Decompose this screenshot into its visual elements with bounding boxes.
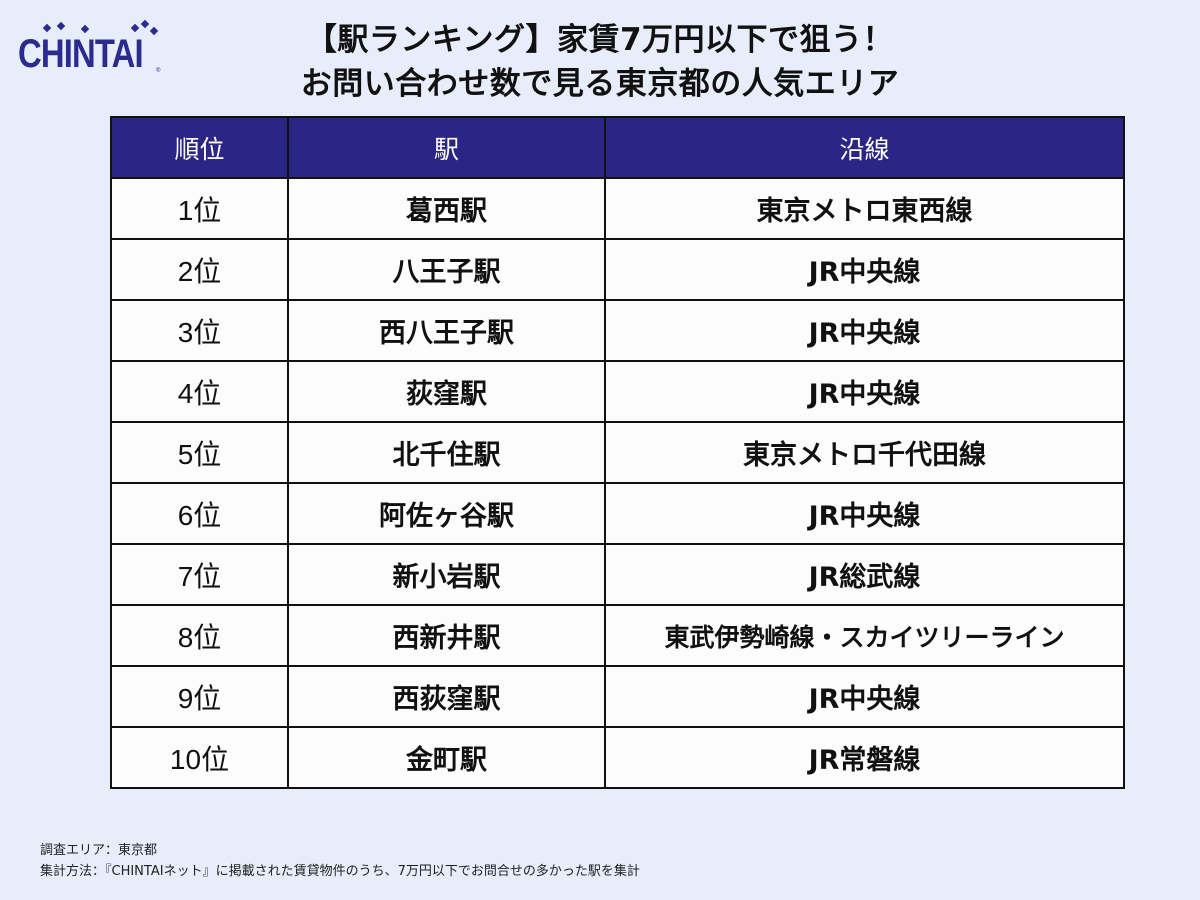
logo-dot-icon	[149, 26, 159, 36]
line-cell: JR中央線	[604, 360, 1125, 423]
table-row: 8位 西新井駅 東武伊勢崎線・スカイツリーライン	[110, 604, 1125, 667]
station-cell: 金町駅	[287, 726, 606, 789]
rank-cell: 7位	[110, 543, 289, 606]
station-cell: 荻窪駅	[287, 360, 606, 423]
method-note: 集計方法：『CHINTAIネット』に掲載された賃貸物件のうち、7万円以下でお問合…	[40, 864, 640, 879]
station-cell: 西荻窪駅	[287, 665, 606, 728]
station-cell: 西新井駅	[287, 604, 606, 667]
station-cell: 葛西駅	[287, 177, 606, 240]
column-header-rank: 順位	[110, 116, 289, 179]
station-cell: 阿佐ヶ谷駅	[287, 482, 606, 545]
rank-cell: 6位	[110, 482, 289, 545]
table-row: 3位 西八王子駅 JR中央線	[110, 299, 1125, 362]
column-header-line: 沿線	[604, 116, 1125, 179]
column-header-station: 駅	[287, 116, 606, 179]
rank-cell: 2位	[110, 238, 289, 301]
page-title: 【駅ランキング】家賃7万円以下で狙う！ お問い合わせ数で見る東京都の人気エリア	[200, 18, 1000, 106]
line-cell: JR中央線	[604, 299, 1125, 362]
line-cell: JR常磐線	[604, 726, 1125, 789]
line-cell: JR総武線	[604, 543, 1125, 606]
table-row: 6位 阿佐ヶ谷駅 JR中央線	[110, 482, 1125, 545]
rank-cell: 4位	[110, 360, 289, 423]
line-cell: 東武伊勢崎線・スカイツリーライン	[604, 604, 1125, 667]
rank-cell: 3位	[110, 299, 289, 362]
registered-mark: ®	[156, 68, 161, 74]
footnotes: 調査エリア：東京都 集計方法：『CHINTAIネット』に掲載された賃貸物件のうち…	[40, 840, 640, 882]
rank-cell: 10位	[110, 726, 289, 789]
table-row: 4位 荻窪駅 JR中央線	[110, 360, 1125, 423]
survey-area-note: 調査エリア：東京都	[40, 843, 158, 858]
table-row: 7位 新小岩駅 JR総武線	[110, 543, 1125, 606]
title-line-2: お問い合わせ数で見る東京都の人気エリア	[300, 66, 900, 102]
station-cell: 西八王子駅	[287, 299, 606, 362]
rank-cell: 5位	[110, 421, 289, 484]
station-cell: 新小岩駅	[287, 543, 606, 606]
table-row: 5位 北千住駅 東京メトロ千代田線	[110, 421, 1125, 484]
logo-dot-icon	[56, 21, 66, 31]
line-cell: JR中央線	[604, 238, 1125, 301]
line-cell: JR中央線	[604, 482, 1125, 545]
logo-text: CHINTAI	[18, 32, 144, 76]
chintai-logo: CHINTAI ®	[18, 19, 168, 80]
rank-cell: 8位	[110, 604, 289, 667]
table-row: 1位 葛西駅 東京メトロ東西線	[110, 177, 1125, 240]
station-cell: 北千住駅	[287, 421, 606, 484]
logo-dot-icon	[42, 23, 52, 33]
logo-dot-icon	[140, 19, 150, 29]
line-cell: 東京メトロ東西線	[604, 177, 1125, 240]
table-header-row: 順位 駅 沿線	[110, 116, 1125, 179]
table-row: 2位 八王子駅 JR中央線	[110, 238, 1125, 301]
title-line-1: 【駅ランキング】家賃7万円以下で狙う！	[305, 22, 895, 58]
logo-dot-icon	[130, 23, 140, 33]
line-cell: 東京メトロ千代田線	[604, 421, 1125, 484]
station-ranking-table: 順位 駅 沿線 1位 葛西駅 東京メトロ東西線 2位 八王子駅 JR中央線 3位…	[110, 116, 1125, 789]
line-cell: JR中央線	[604, 665, 1125, 728]
table-row: 9位 西荻窪駅 JR中央線	[110, 665, 1125, 728]
table-row: 10位 金町駅 JR常磐線	[110, 726, 1125, 789]
rank-cell: 9位	[110, 665, 289, 728]
rank-cell: 1位	[110, 177, 289, 240]
station-cell: 八王子駅	[287, 238, 606, 301]
